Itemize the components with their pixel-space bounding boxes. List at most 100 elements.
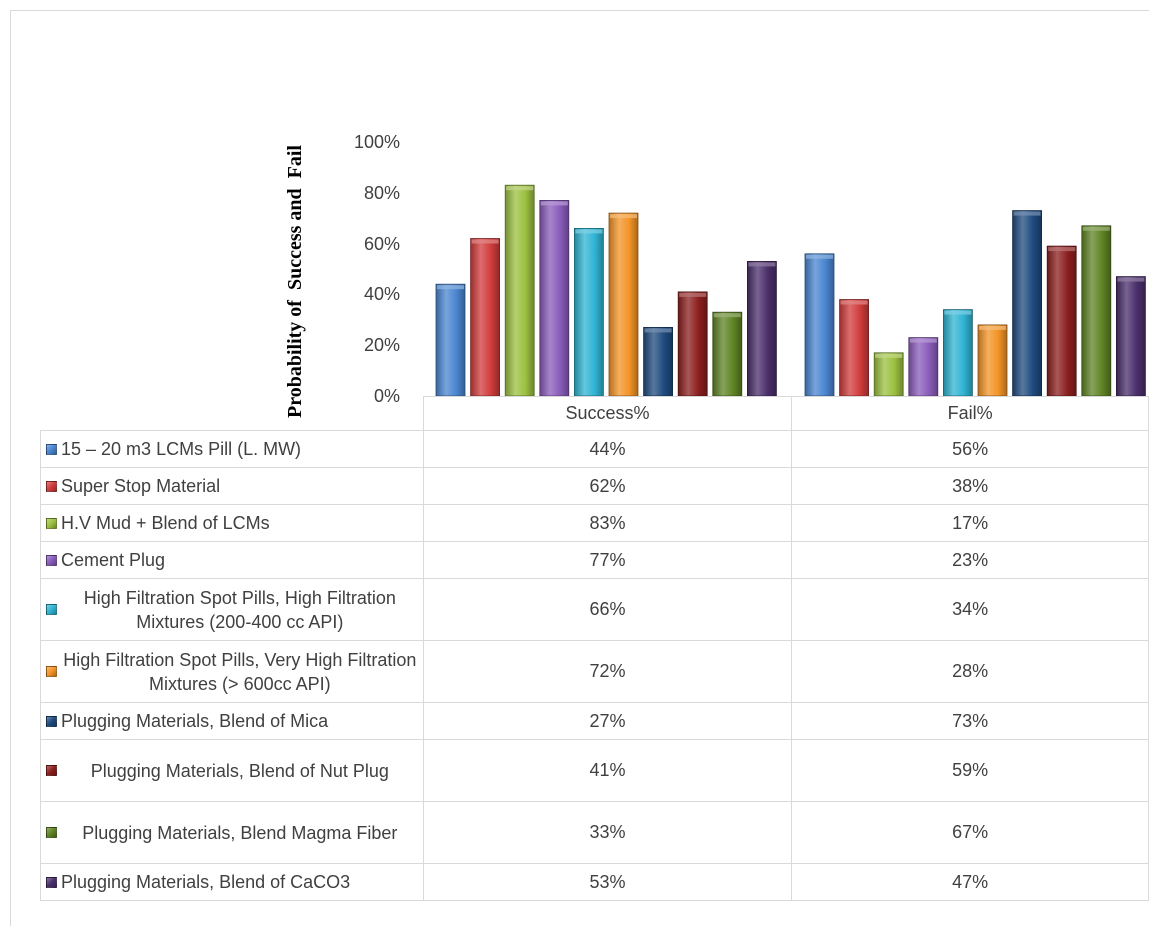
table-row: High Filtration Spot Pills, Very High Fi…: [40, 640, 1149, 703]
legend-cell: Plugging Materials, Blend of Nut Plug: [40, 739, 424, 802]
legend-label: Super Stop Material: [61, 476, 221, 496]
bar-success-4: [574, 227, 604, 397]
success-value: 44%: [422, 430, 793, 468]
bar-success-8: [712, 311, 743, 397]
bar-plot: [435, 184, 1146, 397]
legend-cell: High Filtration Spot Pills, High Filtrat…: [40, 578, 424, 641]
legend-key: [46, 666, 57, 677]
y-tick-label: 80%: [363, 182, 400, 203]
bar-bevel: [1048, 247, 1076, 252]
table-row: Plugging Materials, Blend of Mica 27% 73%: [40, 702, 1149, 740]
legend-cell: High Filtration Spot Pills, Very High Fi…: [40, 640, 424, 703]
legend-key: [46, 604, 57, 615]
fail-value: 59%: [791, 739, 1149, 802]
legend-cell: Plugging Materials, Blend Magma Fiber: [40, 801, 424, 864]
bar-fail-3: [908, 337, 939, 397]
bar-bevel: [575, 229, 603, 234]
bar-fail-5: [977, 324, 1008, 397]
legend-label: Plugging Materials, Blend of CaCO3: [61, 872, 351, 892]
fail-value: 23%: [791, 541, 1149, 579]
y-tick-label: 40%: [363, 284, 400, 305]
bar-bevel: [875, 353, 903, 358]
legend-cell: Plugging Materials, Blend of Mica: [40, 702, 424, 740]
legend-label: 15 – 20 m3 LCMs Pill (L. MW): [61, 439, 302, 459]
bar-bevel: [979, 325, 1006, 330]
bar-bevel: [471, 239, 499, 244]
bar-bevel: [506, 186, 534, 191]
bar-fail-8: [1081, 225, 1112, 397]
y-tick-label: 100%: [353, 132, 400, 152]
bar-success-6: [643, 326, 673, 397]
success-value: 53%: [422, 863, 793, 901]
bar-success-5: [608, 212, 639, 397]
table-row: High Filtration Spot Pills, High Filtrat…: [40, 578, 1149, 641]
bar-fail-1: [839, 299, 869, 397]
table-row: Plugging Materials, Blend Magma Fiber 33%…: [40, 801, 1149, 864]
legend-label: High Filtration Spot Pills, High Filtrat…: [83, 587, 396, 632]
bar-success-7: [677, 291, 708, 397]
y-tick-label: 20%: [363, 335, 400, 356]
bar-success-1: [470, 238, 501, 397]
table-row: 15 – 20 m3 LCMs Pill (L. MW) 44% 56%: [40, 430, 1149, 468]
legend-key: [46, 554, 57, 566]
bar-bevel: [840, 300, 868, 305]
legend-key: [46, 480, 57, 492]
legend-key: [46, 443, 57, 455]
bar-bevel: [713, 313, 741, 318]
bar-fail-2: [873, 352, 904, 397]
success-value: 27%: [422, 702, 793, 740]
table-corner: [40, 396, 424, 431]
bar-bevel: [610, 214, 637, 219]
legend-cell: 15 – 20 m3 LCMs Pill (L. MW): [40, 430, 424, 468]
fail-value: 34%: [791, 578, 1149, 641]
legend-cell: Super Stop Material: [40, 467, 424, 505]
table-row: H.V Mud + Blend of LCMs 83% 17%: [40, 504, 1149, 542]
bar-fail-9: [1116, 276, 1146, 397]
bar-bevel: [1117, 277, 1145, 282]
bar-bevel: [1013, 211, 1041, 216]
success-value: 83%: [422, 504, 793, 542]
legend-key: [46, 715, 57, 727]
bar-fail-4: [943, 309, 973, 397]
bar-fail-0: [804, 253, 835, 397]
bar-bevel: [944, 310, 972, 315]
fail-value: 56%: [791, 430, 1149, 468]
data-table: Success% Fail% 15 – 20 m3 LCMs Pill (L. …: [40, 396, 1149, 901]
table-row: Plugging Materials, Blend of CaCO3 53% 47%: [40, 863, 1149, 901]
bar-fail-6: [1012, 210, 1042, 397]
legend-label: High Filtration Spot Pills, Very High Fi…: [63, 649, 417, 694]
bar-bevel: [1082, 226, 1110, 231]
legend-cell: H.V Mud + Blend of LCMs: [40, 504, 424, 542]
success-value: 77%: [422, 541, 793, 579]
legend-label: Plugging Materials, Blend Magma Fiber: [82, 822, 398, 843]
success-value: 62%: [422, 467, 793, 505]
table-header-success: Success%: [422, 396, 793, 431]
legend-cell: Plugging Materials, Blend of CaCO3: [40, 863, 424, 901]
fail-value: 38%: [791, 467, 1149, 505]
legend-key: [46, 827, 57, 838]
fail-value: 47%: [791, 863, 1149, 901]
legend-label: Plugging Materials, Blend of Nut Plug: [90, 760, 389, 781]
fail-value: 73%: [791, 702, 1149, 740]
legend-key: [46, 765, 57, 776]
legend-cell: Cement Plug: [40, 541, 424, 579]
bar-bevel: [679, 292, 707, 297]
fail-value: 17%: [791, 504, 1149, 542]
chart-frame: [10, 10, 1149, 926]
bar-success-0: [435, 283, 466, 397]
y-tick-label: 60%: [363, 233, 400, 254]
fail-value: 67%: [791, 801, 1149, 864]
bar-success-3: [539, 199, 570, 397]
legend-label: Cement Plug: [61, 550, 166, 570]
success-value: 33%: [422, 801, 793, 864]
bar-bevel: [909, 338, 937, 343]
success-value: 72%: [422, 640, 793, 703]
legend-key: [46, 517, 57, 529]
bar-bevel: [540, 201, 568, 206]
table-row: Super Stop Material 62% 38%: [40, 467, 1149, 505]
table-header-fail: Fail%: [791, 396, 1149, 431]
bar-success-9: [747, 260, 777, 397]
bar-success-2: [504, 184, 535, 397]
legend-label: Plugging Materials, Blend of Mica: [61, 711, 329, 731]
bar-bevel: [437, 285, 464, 290]
